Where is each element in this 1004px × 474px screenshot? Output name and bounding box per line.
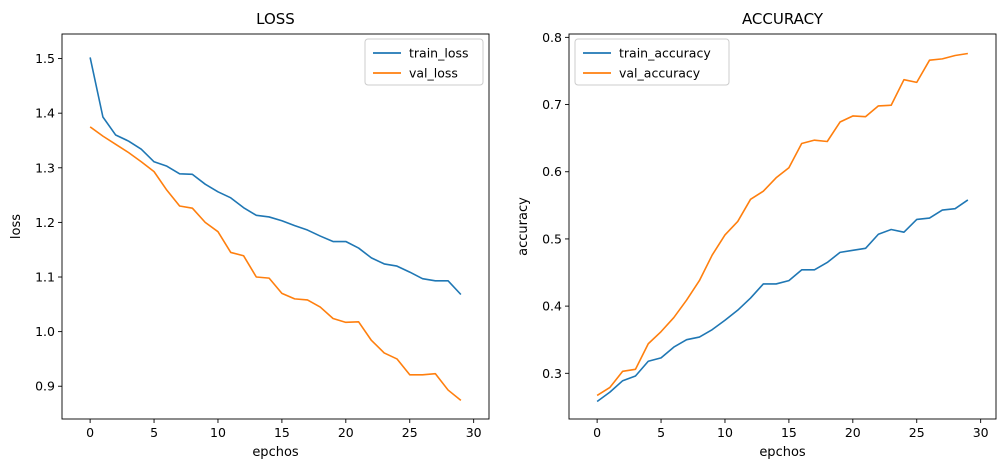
x-tick-label: 30 [466,425,482,440]
series-line-train_loss [89,57,462,296]
plot-frame [61,33,490,420]
x-tick-label: 20 [845,425,861,440]
y-tick-label: 1.0 [35,324,55,339]
y-axis-label: accuracy [516,197,531,256]
y-tick-label: 0.5 [542,231,562,246]
y-axis-label: loss [9,214,24,239]
x-axis-label: epchos [252,445,299,460]
x-tick-label: 25 [909,425,925,440]
y-tick-label: 0.6 [542,164,562,179]
x-tick-label: 15 [274,425,290,440]
y-tick-label: 0.9 [35,379,55,394]
x-tick-label: 25 [402,425,418,440]
y-tick-label: 0.8 [542,30,562,45]
series-line-val_loss [89,126,462,402]
x-tick-label: 30 [973,425,989,440]
y-tick-label: 0.4 [542,299,562,314]
x-tick-label: 5 [150,425,158,440]
y-tick-label: 1.4 [35,106,55,121]
x-tick-label: 5 [657,425,665,440]
x-tick-label: 10 [717,425,733,440]
loss-chart: LOSS 0 5 10 15 20 25 30 0.9 1.0 1.1 1.2 1.3 1.4 1.5 epc… [9,10,490,460]
chart-title: LOSS [256,10,295,28]
y-tick-label: 1.1 [35,270,55,285]
y-tick-label: 0.7 [542,97,562,112]
x-tick-label: 0 [593,425,601,440]
y-tick-label: 1.3 [35,160,55,175]
chart-title: ACCURACY [742,10,824,28]
y-tick-label: 1.2 [35,215,55,230]
legend-label: val_loss [409,66,458,81]
plot-frame [568,33,997,420]
legend-box [574,38,730,86]
x-axis-label: epchos [759,445,806,460]
series-line-train_accuracy [596,199,969,403]
legend-label: train_accuracy [619,46,711,61]
legend: train_accuracy val_accuracy [574,38,730,86]
legend: train_loss val_loss [364,38,484,86]
legend-label: train_loss [409,46,469,61]
x-tick-label: 20 [338,425,354,440]
series-line-val_accuracy [596,52,968,397]
x-tick-label: 15 [781,425,797,440]
x-tick-label: 0 [86,425,94,440]
y-tick-label: 1.5 [35,51,55,66]
accuracy-chart: ACCURACY 0 5 10 15 20 25 30 0.3 0.4 0.5 0.6 0.7 0.8 ep… [516,10,997,460]
y-tick-label: 0.3 [542,366,562,381]
legend-label: val_accuracy [619,66,701,81]
x-tick-label: 10 [210,425,226,440]
